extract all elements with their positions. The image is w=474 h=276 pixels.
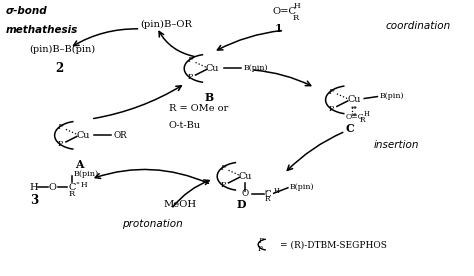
Text: C: C xyxy=(68,183,76,192)
Text: P: P xyxy=(187,73,192,81)
Text: P: P xyxy=(328,88,334,96)
Text: R: R xyxy=(359,116,365,124)
Text: Cu: Cu xyxy=(206,64,219,73)
Text: R: R xyxy=(68,190,74,198)
Text: C: C xyxy=(264,190,271,198)
Text: H: H xyxy=(363,110,369,118)
Text: σ-bond: σ-bond xyxy=(6,6,48,16)
Text: P: P xyxy=(258,245,263,253)
Text: (pin)B–OR: (pin)B–OR xyxy=(140,20,192,29)
Text: Cu: Cu xyxy=(76,131,90,140)
Text: protonation: protonation xyxy=(121,219,182,229)
Text: B(pin): B(pin) xyxy=(290,183,314,191)
Text: P: P xyxy=(220,164,226,172)
Text: P: P xyxy=(58,123,63,131)
Text: B(pin): B(pin) xyxy=(243,65,268,73)
Text: O=C: O=C xyxy=(273,7,296,16)
Text: B(pin): B(pin) xyxy=(73,169,99,177)
Text: O-t-Bu: O-t-Bu xyxy=(169,121,201,130)
Text: C: C xyxy=(346,123,355,134)
Text: MeOH: MeOH xyxy=(164,200,197,209)
Text: R = OMe or: R = OMe or xyxy=(169,104,228,113)
Text: O=C: O=C xyxy=(346,113,364,121)
Text: P: P xyxy=(328,105,334,113)
Text: 2: 2 xyxy=(55,62,64,75)
Text: Cu: Cu xyxy=(239,172,252,181)
Text: H: H xyxy=(81,181,87,189)
Text: A: A xyxy=(75,158,83,169)
Text: P: P xyxy=(220,181,226,189)
Text: Cu: Cu xyxy=(347,95,361,104)
Text: B: B xyxy=(204,92,213,103)
Text: O: O xyxy=(48,183,56,192)
Text: P: P xyxy=(258,237,263,245)
Text: H: H xyxy=(273,187,279,195)
Text: B(pin): B(pin) xyxy=(379,92,404,100)
Text: P: P xyxy=(187,56,192,64)
Text: H: H xyxy=(293,2,300,10)
Text: P: P xyxy=(58,140,63,148)
Text: 1: 1 xyxy=(275,23,283,34)
Text: 3: 3 xyxy=(30,194,38,207)
Text: O: O xyxy=(242,189,249,198)
Text: methathesis: methathesis xyxy=(6,25,78,35)
Text: D: D xyxy=(237,200,246,211)
Text: = (R)-DTBM-SEGPHOS: = (R)-DTBM-SEGPHOS xyxy=(280,240,387,249)
Text: ": " xyxy=(264,189,267,197)
Text: ": " xyxy=(75,181,79,189)
Text: R: R xyxy=(265,195,270,203)
Text: OR: OR xyxy=(114,131,127,140)
Text: H: H xyxy=(30,183,38,192)
Text: R: R xyxy=(292,14,299,22)
Text: insertion: insertion xyxy=(374,140,419,150)
Text: (pin)B–B(pin): (pin)B–B(pin) xyxy=(30,45,96,54)
Text: coordination: coordination xyxy=(385,21,451,31)
